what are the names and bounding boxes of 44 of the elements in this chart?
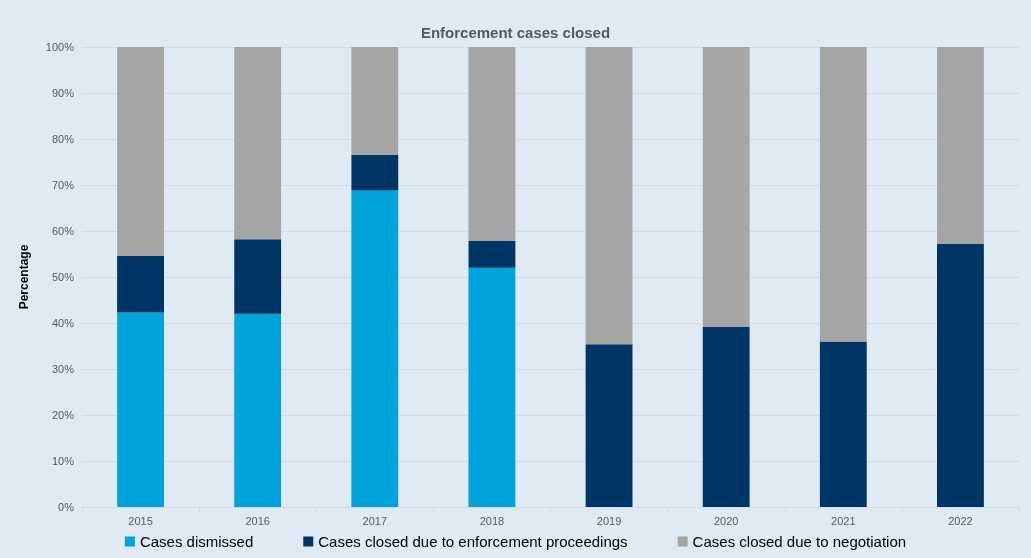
y-tick-label: 80%	[51, 133, 75, 145]
bar	[468, 267, 516, 507]
x-tick-label: 2015	[128, 514, 153, 527]
bar	[819, 47, 867, 342]
bar	[585, 344, 633, 507]
bar	[351, 154, 399, 191]
y-tick-label: 60%	[51, 225, 75, 237]
x-tick-label: 2020	[713, 514, 739, 527]
y-axis-title: Percentage	[17, 244, 31, 310]
bar	[585, 47, 633, 345]
bar	[117, 47, 164, 256]
chart-title: Enforcement cases closed	[420, 24, 611, 41]
x-tick-label: 2021	[831, 514, 856, 527]
bar	[234, 313, 282, 507]
y-tick-label: 70%	[51, 179, 75, 191]
y-tick-label: 50%	[51, 271, 75, 283]
bar	[234, 239, 282, 314]
legend-label: Cases dismissed	[139, 533, 254, 550]
y-tick-label: 100%	[45, 41, 75, 53]
bar	[468, 47, 516, 242]
x-tick-label: 2017	[362, 514, 388, 527]
bar	[468, 241, 516, 268]
bar	[702, 47, 750, 327]
y-tick-label: 40%	[51, 317, 75, 329]
bar	[351, 47, 399, 155]
x-tick-label: 2022	[948, 514, 973, 527]
legend-label: Cases closed due to negotiation	[692, 533, 907, 550]
bar	[937, 47, 984, 244]
bar	[117, 312, 164, 507]
y-tick-label: 20%	[51, 409, 75, 421]
bar	[351, 190, 399, 507]
y-tick-label: 90%	[51, 87, 75, 99]
bar	[234, 47, 282, 240]
x-tick-label: 2019	[596, 514, 622, 527]
x-tick-label: 2016	[245, 514, 270, 527]
bar	[117, 255, 164, 313]
y-tick-label: 0%	[58, 501, 75, 513]
bar	[702, 326, 750, 507]
bar	[819, 341, 867, 507]
y-tick-label: 30%	[51, 363, 75, 375]
legend-label: Cases closed due to enforcement proceedings	[318, 533, 628, 550]
bar	[937, 243, 984, 507]
x-tick-label: 2018	[479, 514, 505, 527]
y-tick-label: 10%	[51, 455, 75, 467]
